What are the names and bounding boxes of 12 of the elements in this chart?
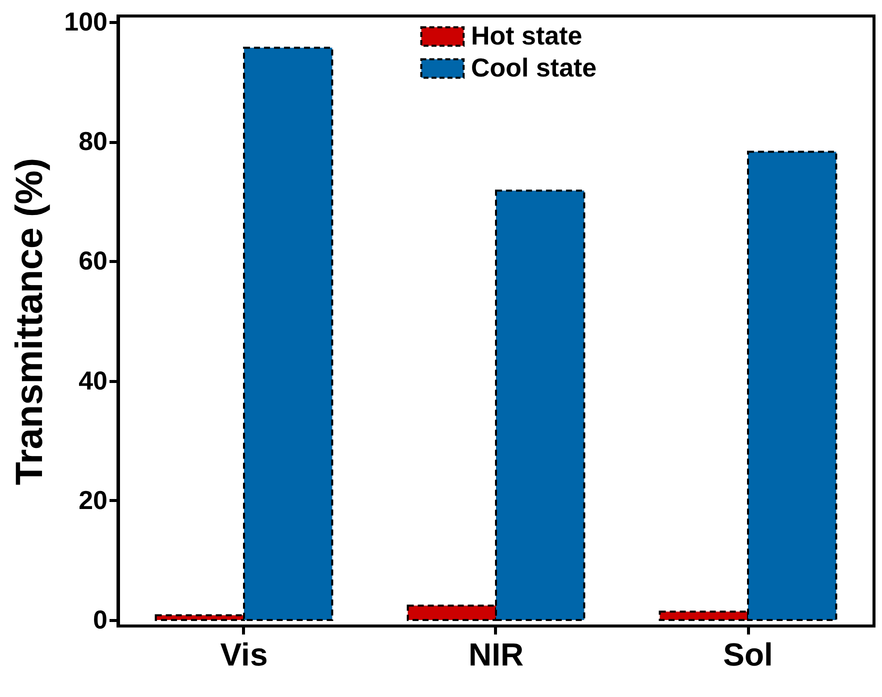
x-tick-label: Sol [723, 636, 773, 672]
x-tick-label: Vis [220, 636, 268, 672]
y-tick-label: 0 [93, 604, 108, 635]
x-tick-label: NIR [468, 636, 524, 672]
y-tick-label: 100 [64, 6, 108, 36]
y-axis-title: Transmittance (%) [9, 158, 52, 486]
y-tick-label: 20 [78, 484, 108, 515]
y-tick-label: 60 [78, 246, 108, 276]
y-tick-label: 80 [78, 126, 108, 156]
legend-label: Cool state [470, 52, 597, 82]
legend-label: Hot state [470, 20, 582, 50]
y-tick-label: 40 [78, 365, 108, 396]
